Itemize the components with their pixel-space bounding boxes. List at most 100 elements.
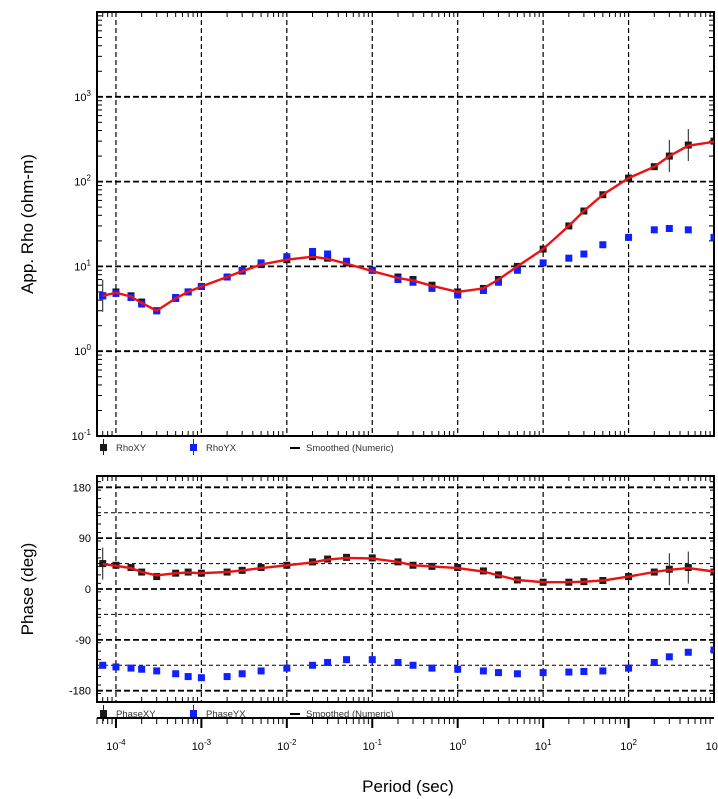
legend-label: Smoothed (Numeric) [306, 443, 394, 454]
x-tick-label-base: 10 [706, 741, 718, 753]
legend: RhoXY RhoYX Smoothed (Numeric) [100, 439, 394, 455]
data-point [257, 667, 265, 675]
legend: PhaseXY PhaseYX Smoothed (Numeric) [100, 705, 394, 721]
x-tick-label-base: 10 [449, 741, 461, 753]
x-tick-label: 10-1 [363, 738, 383, 753]
y-tick-label: -180 [69, 686, 91, 698]
data-point [580, 667, 588, 675]
y-tick-label-base: 10 [72, 431, 84, 443]
x-tick-label: 102 [620, 738, 637, 753]
data-point [428, 284, 436, 292]
data-point [539, 669, 547, 677]
x-tick-label-exponent: -1 [375, 738, 383, 747]
data-point [197, 674, 205, 682]
data-point [127, 664, 135, 672]
data-point [99, 560, 107, 568]
data-point [710, 646, 714, 654]
y-tick-label: -90 [75, 635, 91, 647]
data-point [565, 668, 573, 676]
data-point [223, 673, 231, 681]
panel-bottom: 180 90 0 -90 -180 Phase (deg) PhaseXY PhaseYX Sm… [18, 475, 715, 721]
data-point [565, 254, 573, 262]
data-point [625, 664, 633, 672]
x-tick-label-exponent: 1 [547, 738, 552, 747]
y-tick-label-base: 10 [74, 261, 86, 273]
x-tick-label-exponent: 2 [632, 738, 637, 747]
x-tick-label-base: 10 [535, 741, 547, 753]
y-tick-label: 101 [74, 258, 91, 273]
series-smoothed-numeric- [102, 140, 714, 313]
data-point [99, 661, 107, 669]
data-point [494, 278, 502, 286]
y-axis-label: App. Rho (ohm-m) [18, 154, 37, 294]
y-tick-label-base: 10 [74, 346, 86, 358]
data-point [153, 667, 161, 675]
series-phaseyx [99, 646, 714, 682]
y-tick-label: 103 [74, 89, 91, 104]
data-point [599, 241, 607, 249]
data-point [138, 665, 146, 673]
x-tick-label-exponent: -2 [289, 738, 297, 747]
data-point [625, 233, 633, 241]
y-tick-label-exponent: 0 [87, 343, 92, 352]
x-tick-label: 101 [535, 738, 552, 753]
data-point [257, 259, 265, 267]
data-point [454, 291, 462, 299]
data-point [665, 224, 673, 232]
data-point [650, 658, 658, 666]
data-point [343, 656, 351, 664]
data-point [238, 670, 246, 678]
x-tick-label: 100 [449, 738, 466, 753]
x-tick-label-base: 10 [192, 741, 204, 753]
x-tick-label: 10-4 [106, 738, 126, 753]
data-point [428, 664, 436, 672]
smoothed-curve [102, 556, 714, 584]
y-tick-label-exponent: 2 [87, 174, 92, 183]
data-point [368, 656, 376, 664]
x-axis-label: Period (sec) [362, 777, 454, 796]
legend-label: PhaseXY [116, 709, 156, 720]
data-point [324, 250, 332, 258]
gridlines [97, 476, 714, 702]
data-point [394, 658, 402, 666]
y-tick-label: 102 [74, 174, 91, 189]
data-point [513, 266, 521, 274]
data-point [710, 233, 714, 241]
plot-frame [96, 475, 715, 703]
data-point [309, 661, 317, 669]
x-tick-label-base: 10 [277, 741, 289, 753]
x-tick-label-base: 10 [620, 741, 632, 753]
series-smoothed-numeric- [102, 556, 714, 584]
data-point [394, 276, 402, 284]
y-tick-label-exponent: -1 [84, 428, 92, 437]
x-tick-label-exponent: -4 [119, 738, 127, 747]
data-point [684, 648, 692, 656]
legend-label: RhoXY [116, 443, 147, 454]
data-point [650, 226, 658, 234]
data-point [309, 247, 317, 255]
legend-label: PhaseYX [206, 709, 246, 720]
data-point [539, 259, 547, 267]
data-point [112, 663, 120, 671]
y-tick-label-base: 10 [74, 92, 86, 104]
data-point [684, 226, 692, 234]
data-point [494, 669, 502, 677]
smoothed-curve [102, 140, 714, 313]
y-tick-label: 0 [85, 584, 91, 596]
x-tick-label-exponent: 0 [462, 738, 467, 747]
data-point [409, 661, 417, 669]
x-tick-label: 10-2 [277, 738, 297, 753]
data-point [324, 658, 332, 666]
data-point [283, 664, 291, 672]
y-tick-label: 180 [73, 482, 91, 494]
x-tick-label-base: 10 [363, 741, 375, 753]
x-axis: 10-410-310-210-1100101102103Period (sec) [96, 717, 718, 796]
data-point [479, 667, 487, 675]
data-point [172, 670, 180, 678]
legend-label: Smoothed (Numeric) [306, 709, 394, 720]
y-tick-label: 90 [79, 533, 91, 545]
x-tick-label-base: 10 [106, 741, 118, 753]
y-tick-label: 10-1 [72, 428, 92, 443]
